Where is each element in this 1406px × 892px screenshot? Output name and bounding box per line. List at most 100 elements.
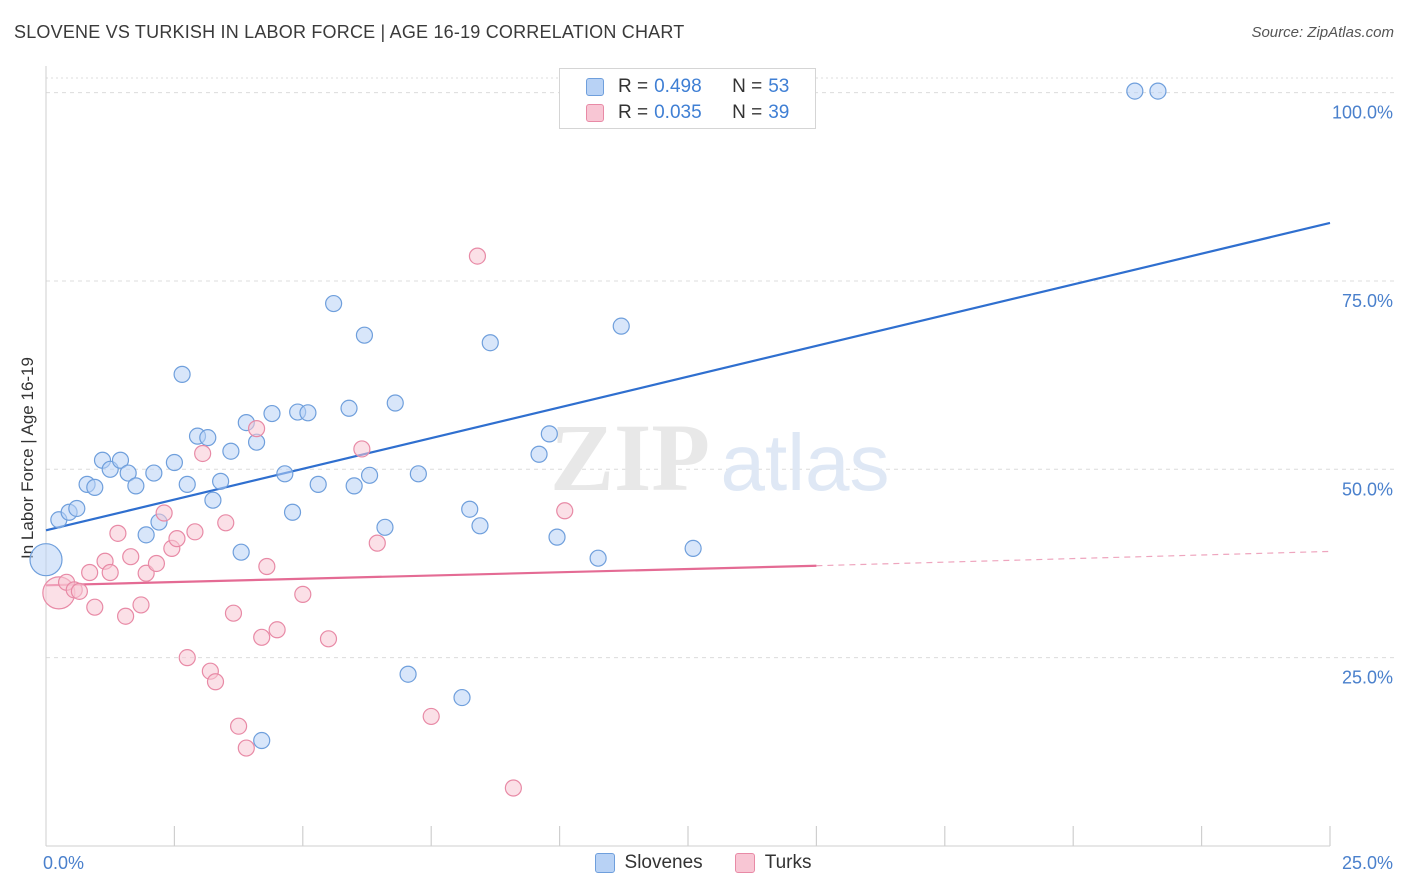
data-point-slovenes bbox=[232, 543, 250, 561]
data-point-turks bbox=[268, 621, 286, 639]
data-point-slovenes bbox=[263, 404, 281, 423]
legend-label-turks: Turks bbox=[764, 852, 812, 873]
data-point-slovenes bbox=[589, 549, 607, 567]
data-point-slovenes bbox=[309, 475, 327, 493]
legend-n-label: N = bbox=[732, 102, 763, 123]
legend-r-value: 0.498 bbox=[654, 76, 702, 97]
legend-item-slovenes: Slovenes bbox=[594, 852, 703, 874]
data-point-slovenes bbox=[386, 394, 404, 412]
legend-row-slovenes: R = 0.498 N = 53 bbox=[586, 75, 789, 99]
data-point-turks bbox=[109, 524, 127, 542]
data-point-turks bbox=[122, 548, 140, 566]
data-point-turks bbox=[230, 717, 248, 735]
x-tick-label: 0.0% bbox=[43, 853, 84, 873]
legend-n-label: N = bbox=[732, 76, 763, 97]
data-point-slovenes bbox=[453, 688, 471, 707]
y-tick-label: 75.0% bbox=[1342, 291, 1393, 311]
data-point-slovenes bbox=[111, 451, 130, 469]
data-point-turks bbox=[224, 604, 243, 622]
data-point-turks bbox=[81, 563, 99, 582]
data-point-turks bbox=[556, 502, 574, 520]
data-point-turks bbox=[217, 514, 235, 532]
chart-title: SLOVENE VS TURKISH IN LABOR FORCE | AGE … bbox=[14, 22, 685, 42]
x-tick-label: 25.0% bbox=[1342, 853, 1393, 873]
data-point-slovenes bbox=[86, 478, 104, 496]
data-point-slovenes bbox=[355, 326, 374, 344]
data-point-turks bbox=[168, 530, 186, 548]
watermark-atlas: atlas bbox=[721, 418, 890, 507]
data-point-slovenes bbox=[119, 464, 137, 482]
data-point-turks bbox=[319, 630, 338, 648]
data-point-turks bbox=[194, 444, 212, 463]
data-point-slovenes bbox=[540, 425, 558, 443]
data-point-turks bbox=[368, 534, 386, 552]
data-point-turks bbox=[504, 779, 522, 797]
legend-row-turks: R = 0.035 N = 39 bbox=[586, 101, 789, 125]
data-point-slovenes bbox=[253, 731, 271, 750]
data-point-slovenes bbox=[345, 477, 363, 495]
data-point-slovenes bbox=[283, 503, 302, 521]
data-point-turks bbox=[70, 582, 88, 600]
data-point-slovenes bbox=[376, 518, 394, 536]
data-point-slovenes bbox=[137, 526, 155, 544]
data-point-turks bbox=[155, 504, 173, 522]
trendline-turks bbox=[45, 564, 817, 587]
legend-swatch-turks bbox=[586, 104, 604, 122]
data-point-turks bbox=[86, 598, 104, 616]
legend-swatch-slovenes bbox=[594, 853, 615, 873]
data-point-turks bbox=[294, 585, 312, 603]
data-point-slovenes bbox=[165, 453, 183, 472]
data-point-slovenes bbox=[340, 399, 358, 417]
data-point-slovenes bbox=[409, 465, 427, 483]
watermark: ZIP atlas bbox=[550, 404, 890, 511]
data-point-slovenes bbox=[212, 472, 230, 490]
data-point-slovenes bbox=[178, 475, 196, 493]
gridlines bbox=[46, 77, 1394, 659]
data-point-slovenes bbox=[399, 665, 417, 683]
data-point-slovenes bbox=[684, 539, 702, 558]
data-point-turks bbox=[253, 628, 271, 646]
data-point-slovenes bbox=[68, 499, 86, 518]
tick-labels: 25.0% 50.0% 75.0% 100.0% 0.0% 25.0% bbox=[43, 103, 1393, 873]
data-point-slovenes bbox=[612, 317, 630, 335]
legend-swatch-slovenes bbox=[586, 78, 604, 96]
legend-swatch-turks bbox=[734, 853, 755, 873]
data-point-slovenes bbox=[461, 500, 479, 518]
x-axis bbox=[45, 66, 1331, 847]
data-point-slovenes bbox=[548, 528, 566, 546]
data-point-turks bbox=[117, 607, 135, 625]
data-point-turks bbox=[237, 739, 255, 757]
watermark-zip: ZIP bbox=[550, 404, 710, 511]
data-point-turks bbox=[206, 673, 225, 691]
data-point-slovenes bbox=[199, 429, 217, 447]
data-point-turks bbox=[186, 523, 204, 541]
data-point-slovenes bbox=[29, 543, 63, 577]
data-point-slovenes bbox=[173, 365, 191, 383]
data-points bbox=[29, 82, 1167, 797]
stats-legend: R = 0.498 N = 53 R = 0.035 N = 39 bbox=[559, 68, 816, 129]
series-legend: Slovenes Turks bbox=[0, 852, 1406, 874]
legend-label-slovenes: Slovenes bbox=[624, 852, 703, 873]
data-point-turks bbox=[468, 247, 487, 265]
data-point-slovenes bbox=[145, 464, 163, 482]
trendline-extension-turks bbox=[816, 550, 1331, 567]
data-point-slovenes bbox=[360, 466, 379, 484]
y-tick-label: 100.0% bbox=[1332, 103, 1393, 123]
data-point-slovenes bbox=[481, 334, 499, 352]
legend-r-value: 0.035 bbox=[654, 102, 702, 123]
data-point-slovenes bbox=[1126, 82, 1144, 100]
data-point-turks bbox=[353, 440, 371, 458]
data-point-slovenes bbox=[530, 445, 548, 463]
trendlines bbox=[45, 221, 1331, 587]
data-point-turks bbox=[422, 707, 440, 726]
y-tick-label: 25.0% bbox=[1342, 668, 1393, 688]
data-point-slovenes bbox=[276, 465, 294, 483]
legend-r-label: R = bbox=[618, 76, 649, 97]
source-label: Source: ZipAtlas.com bbox=[1251, 24, 1394, 41]
legend-item-turks: Turks bbox=[734, 852, 812, 874]
data-point-slovenes bbox=[325, 294, 343, 313]
data-point-turks bbox=[147, 554, 166, 573]
data-point-slovenes bbox=[222, 442, 240, 460]
data-point-slovenes bbox=[471, 517, 489, 535]
